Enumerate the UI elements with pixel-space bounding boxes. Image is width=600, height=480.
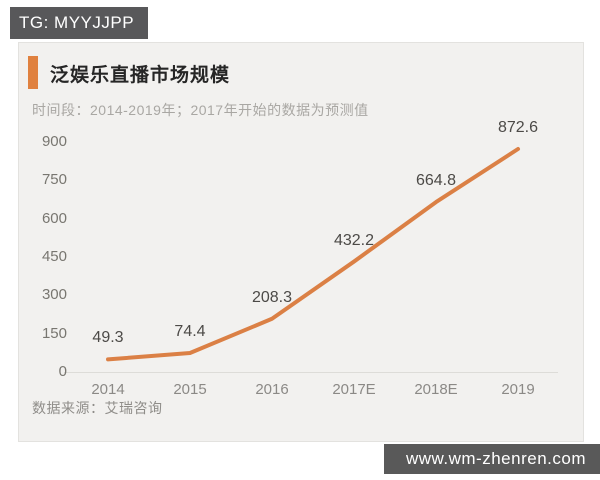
x-axis-label: 2018E — [414, 381, 458, 398]
line-chart: 0 150 300 450 600 750 900 2014 2015 2016 2017E 2018… — [19, 43, 583, 441]
website-watermark-badge: www.wm-zhenren.com — [384, 444, 600, 474]
y-tick-label: 750 — [41, 171, 67, 189]
x-axis-label: 2017E — [332, 381, 376, 398]
y-tick-label: 450 — [41, 248, 67, 265]
data-point-label: 432.2 — [333, 231, 375, 249]
data-point-label: 664.8 — [415, 172, 457, 190]
title-accent-bar — [28, 56, 38, 89]
data-source-note: 数据来源：艾瑞咨询 — [32, 400, 163, 416]
x-axis-label: 2016 — [255, 381, 289, 398]
trend-line-svg — [106, 147, 520, 362]
y-tick-label: 900 — [41, 133, 67, 150]
y-tick-label: 600 — [41, 209, 67, 227]
chart-subtitle: 时间段：2014-2019年；2017年开始的数据为预测值 — [32, 102, 369, 118]
data-point-label: 872.6 — [497, 119, 539, 136]
x-axis-label: 2014 — [91, 381, 125, 398]
x-axis-label: 2019 — [501, 381, 535, 398]
data-point-label: 208.3 — [251, 288, 293, 306]
chart-card: 泛娱乐直播市场规模 时间段：2014-2019年；2017年开始的数据为预测值 … — [18, 42, 584, 442]
x-axis-line — [64, 372, 558, 373]
tg-watermark-badge: TG: MYYJJPP — [10, 7, 149, 39]
chart-title: 泛娱乐直播市场规模 — [50, 65, 231, 86]
data-point-label: 49.3 — [92, 329, 124, 347]
y-tick-label: 150 — [41, 324, 67, 342]
x-axis-label: 2015 — [173, 381, 207, 398]
data-point-label: 74.4 — [174, 322, 206, 340]
trend-line — [106, 147, 520, 362]
y-tick-label: 0 — [58, 363, 67, 380]
y-tick-label: 300 — [41, 286, 67, 304]
